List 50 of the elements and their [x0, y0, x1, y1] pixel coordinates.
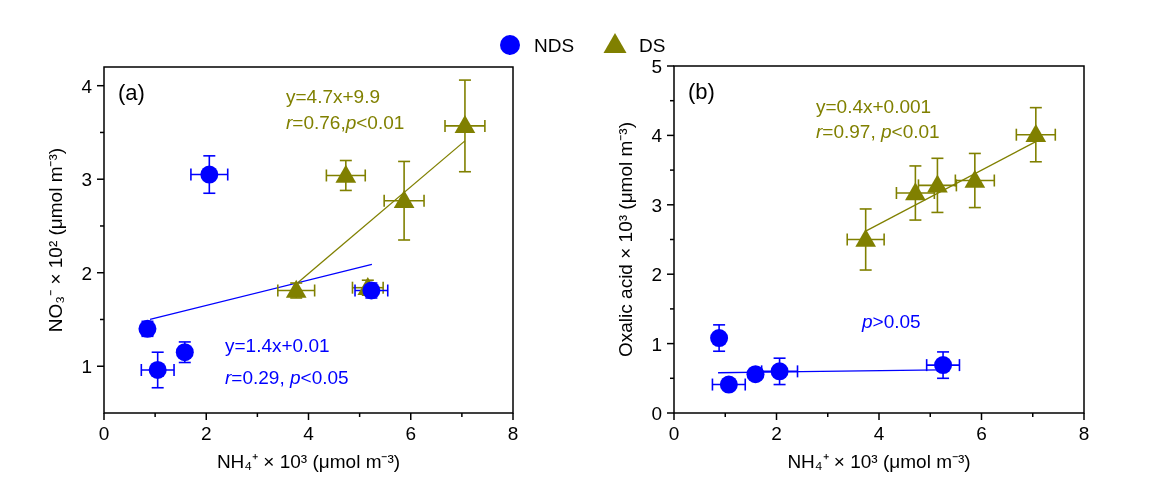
x-tick-label: 6 [976, 423, 987, 444]
point [964, 169, 986, 188]
point [454, 115, 476, 134]
point [927, 174, 948, 193]
point [200, 165, 219, 184]
point [710, 329, 729, 348]
annotation: y=1.4x+0.01 [225, 335, 330, 356]
x-tick-label: 0 [98, 423, 110, 444]
y-tick-label: 3 [651, 194, 662, 216]
legend-label: DS [639, 35, 666, 56]
y-tick-label: 1 [651, 333, 662, 355]
x-tick-label: 2 [200, 423, 212, 444]
x-tick-label: 4 [873, 423, 885, 444]
y-tick-label: 3 [81, 169, 92, 191]
point [905, 182, 926, 201]
x-tick-label: 6 [405, 423, 417, 444]
y-tick-label: 4 [81, 75, 93, 97]
y-axis-title: Oxalic acid × 10³ (μmol m⁻³) [615, 122, 636, 357]
y-tick-label: 2 [651, 264, 662, 286]
y-tick-label: 1 [81, 356, 92, 378]
point [335, 164, 357, 183]
x-tick-label: 4 [303, 423, 315, 444]
annotation: y=0.4x+0.001 [816, 96, 932, 117]
y-tick-label: 5 [651, 56, 662, 77]
point [148, 360, 167, 379]
y-tick-label: 4 [651, 125, 663, 147]
x-axis-title: NH₄⁺ × 10³ (μmol m⁻³) [787, 451, 971, 472]
annotation: r=0.97, p<0.01 [816, 121, 940, 142]
point [1025, 123, 1047, 142]
annotation: p>0.05 [861, 311, 921, 332]
point [855, 228, 877, 247]
x-tick-label: 8 [507, 423, 519, 444]
x-tick-label: 2 [771, 423, 782, 444]
point [719, 375, 738, 394]
y-axis-title: NO₃⁻ × 10² (μmol m⁻³) [45, 147, 66, 333]
x-tick-label: 0 [668, 423, 680, 444]
legend-label: NDS [534, 35, 575, 56]
y-tick-label: 2 [81, 262, 92, 284]
annotation: r=0.29, p<0.05 [225, 367, 349, 388]
text: (b) [688, 79, 715, 104]
point [746, 365, 765, 384]
point [393, 189, 415, 208]
annotation: r=0.76,p<0.01 [286, 112, 405, 133]
x-tick-label: 8 [1078, 423, 1090, 444]
y-tick-label: 0 [651, 403, 662, 424]
annotation: y=4.7x+9.9 [286, 86, 381, 107]
point [770, 362, 789, 381]
point [934, 356, 953, 375]
x-axis-title: NH₄⁺ × 10³ (μmol m⁻³) [216, 451, 401, 472]
text: (a) [118, 80, 145, 105]
